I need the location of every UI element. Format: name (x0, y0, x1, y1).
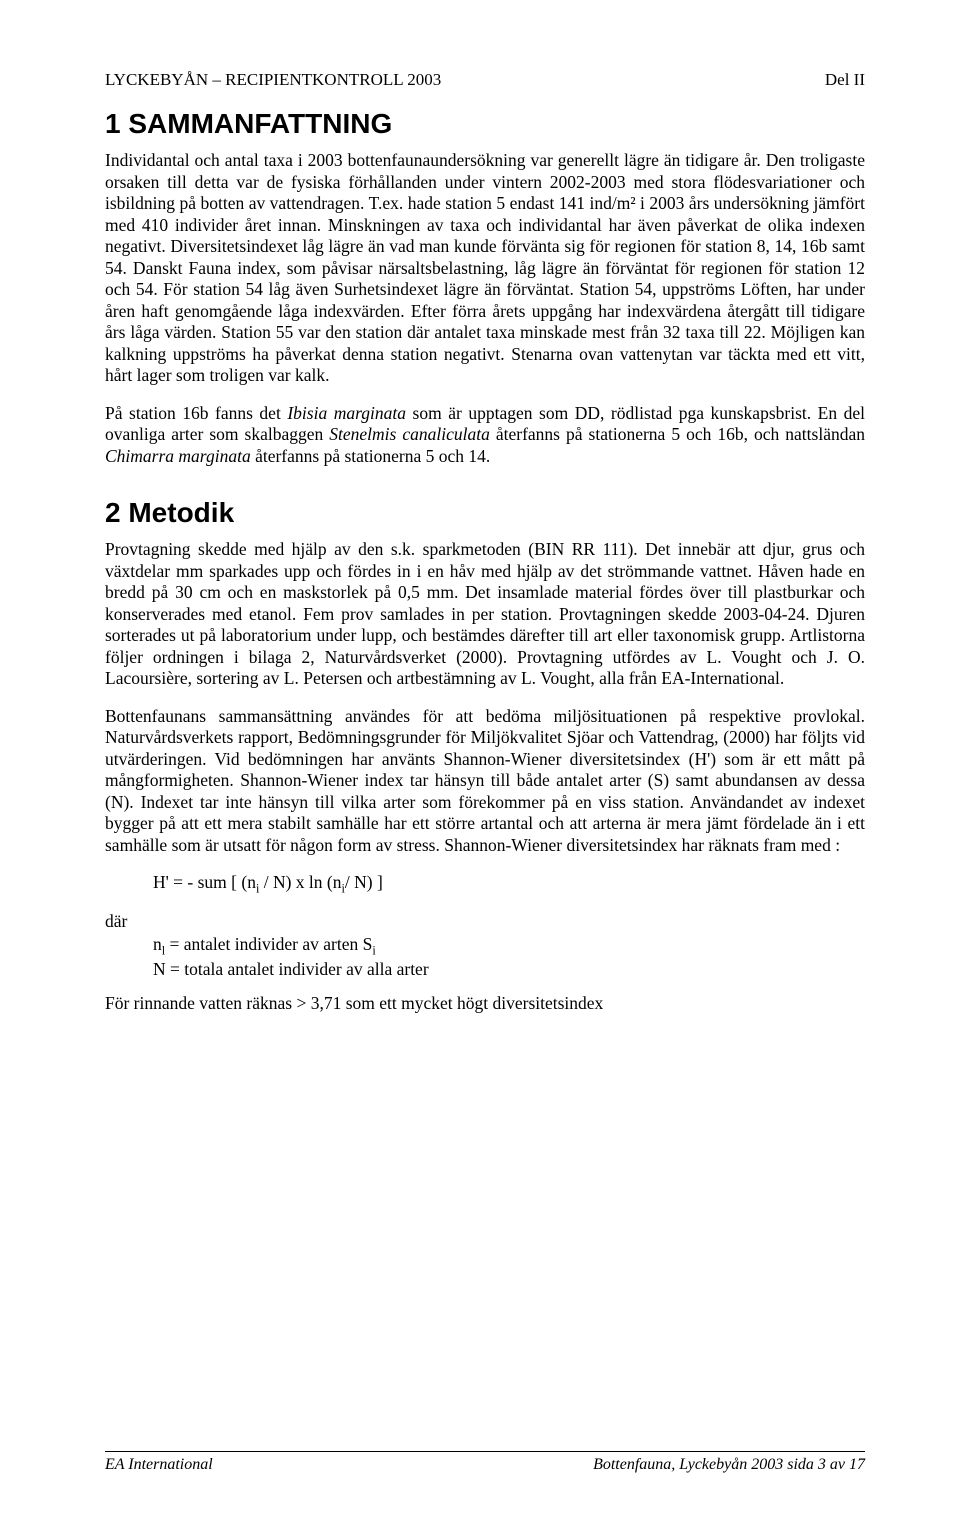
section-1-number: 1 (105, 108, 121, 139)
where-line-2: N = totala antalet individer av alla art… (153, 959, 865, 981)
section-2-number: 2 (105, 497, 121, 528)
shannon-formula: H' = - sum [ (ni / N) x ln (ni/ N) ] (153, 872, 865, 897)
formula-mid2: / N) ] (345, 872, 383, 892)
p2-italic-3: Chimarra marginata (105, 446, 251, 466)
section-1-heading: 1 SAMMANFATTNING (105, 108, 865, 140)
footer-right: Bottenfauna, Lyckebyån 2003 sida 3 av 17 (593, 1456, 865, 1474)
section-2-title: Metodik (128, 497, 234, 528)
formula-mid1: / N) x ln (n (259, 872, 341, 892)
p2-italic-2: Stenelmis canaliculata (329, 424, 490, 444)
p2-mid2: återfanns på stationerna 5 och 16b, och … (490, 424, 865, 444)
footer-left: EA International (105, 1456, 213, 1474)
page-header: LYCKEBYÅN – RECIPIENTKONTROLL 2003 Del I… (105, 70, 865, 90)
where1-sub2: i (372, 943, 375, 957)
p2-italic-1: Ibisia marginata (287, 403, 406, 423)
final-line: För rinnande vatten räknas > 3,71 som et… (105, 993, 865, 1014)
page-footer: EA International Bottenfauna, Lyckebyån … (105, 1451, 865, 1474)
section-2-para-1: Provtagning skedde med hjälp av den s.k.… (105, 539, 865, 690)
formula-pre: H' = - sum [ (n (153, 872, 256, 892)
section-1-para-2: På station 16b fanns det Ibisia marginat… (105, 403, 865, 468)
header-right: Del II (825, 70, 865, 90)
section-2-para-2: Bottenfaunans sammansättning användes fö… (105, 706, 865, 857)
header-left: LYCKEBYÅN – RECIPIENTKONTROLL 2003 (105, 70, 441, 90)
section-1-para-1: Individantal och antal taxa i 2003 botte… (105, 150, 865, 387)
where1-pre: n (153, 934, 162, 954)
p2-end: återfanns på stationerna 5 och 14. (251, 446, 491, 466)
where-label: där (105, 911, 865, 932)
where1-mid: = antalet individer av arten S (165, 934, 372, 954)
section-1-title: SAMMANFATTNING (128, 108, 392, 139)
section-2-heading: 2 Metodik (105, 497, 865, 529)
p2-pre: På station 16b fanns det (105, 403, 287, 423)
where-line-1: nl = antalet individer av arten Si (153, 934, 865, 959)
